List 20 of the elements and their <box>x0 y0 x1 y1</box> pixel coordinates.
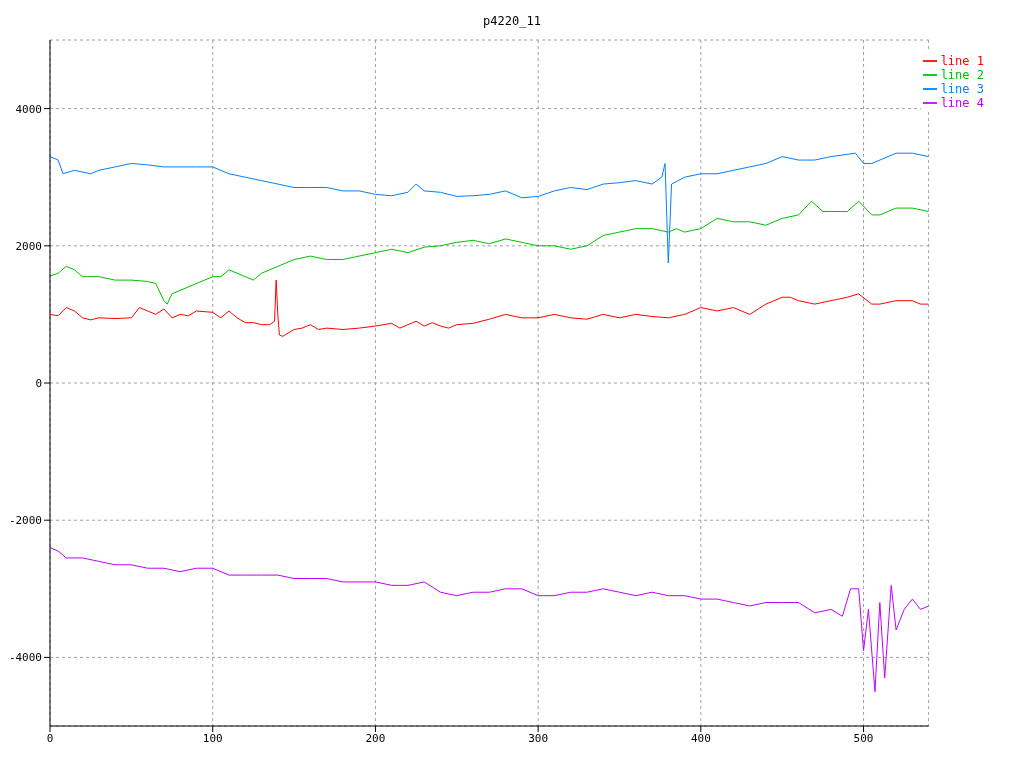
line-series <box>50 152 929 264</box>
x-tick-label: 400 <box>690 731 711 745</box>
x-tick-label: 500 <box>853 731 874 745</box>
y-tick-label: 0 <box>35 376 42 390</box>
line-series <box>50 200 929 305</box>
legend-label: line 3 <box>940 81 984 96</box>
x-tick-label: 0 <box>46 731 54 745</box>
x-tick-label: 200 <box>365 731 386 745</box>
legend-label: line 2 <box>940 67 984 82</box>
x-tick-label: 300 <box>528 731 549 745</box>
line-series <box>50 279 929 337</box>
y-tick-label: -4000 <box>8 651 42 665</box>
y-tick-label: 4000 <box>15 102 42 116</box>
y-tick-label: -2000 <box>8 514 42 528</box>
legend-label: line 1 <box>940 53 984 68</box>
chart-title: p4220_11 <box>482 13 542 30</box>
y-tick-label: 2000 <box>15 239 42 253</box>
x-tick-label: 100 <box>202 731 223 745</box>
legend-label: line 4 <box>940 95 984 110</box>
line-series <box>50 547 929 693</box>
